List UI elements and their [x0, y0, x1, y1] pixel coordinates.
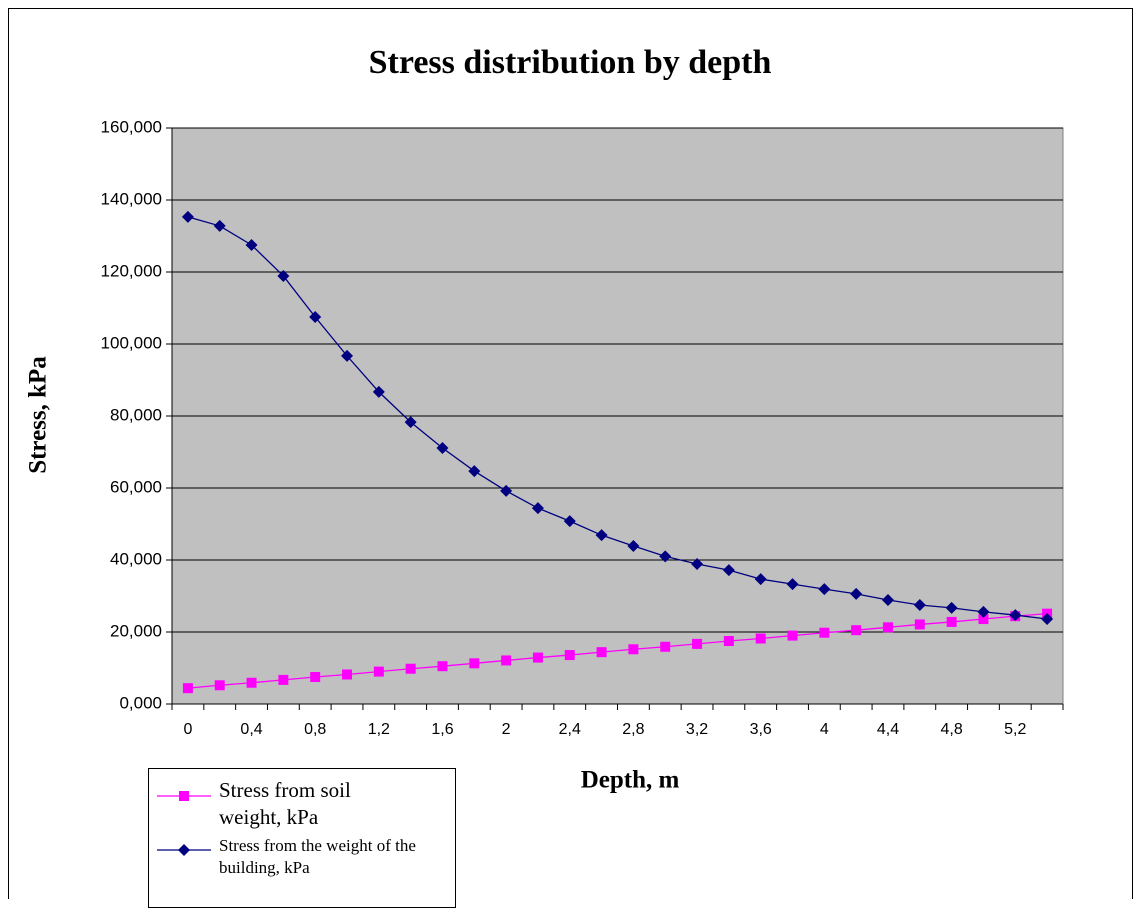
marker	[914, 619, 925, 630]
marker	[627, 539, 640, 552]
x-tick-label: 2	[502, 721, 511, 738]
x-tick-label: 0	[183, 721, 192, 738]
marker	[723, 636, 734, 646]
marker	[178, 844, 190, 856]
marker	[818, 583, 831, 596]
marker	[213, 219, 226, 232]
legend-swatch	[157, 791, 211, 801]
marker	[1041, 613, 1054, 626]
marker	[437, 661, 448, 672]
marker	[500, 484, 513, 497]
marker	[660, 641, 671, 652]
marker	[179, 791, 189, 801]
series-line	[187, 216, 1048, 620]
y-axis-label: Stress, kPa	[25, 356, 52, 474]
y-tick-label: 80,000	[110, 405, 162, 424]
x-tick-label: 1,6	[431, 721, 453, 738]
marker	[913, 599, 926, 611]
marker	[214, 680, 225, 691]
marker	[531, 502, 544, 515]
chart-title: Stress distribution by depth	[369, 44, 772, 81]
legend-item: Stress from soil weight, kPa	[149, 777, 449, 837]
y-tick-label: 60,000	[110, 477, 162, 496]
marker	[405, 663, 416, 674]
marker	[945, 601, 958, 614]
marker	[310, 672, 321, 682]
legend-label: Stress from the weight of the building, …	[219, 836, 416, 878]
x-tick-label: 0,4	[240, 721, 262, 738]
marker	[659, 550, 672, 563]
legend-swatch	[157, 844, 211, 856]
marker	[277, 269, 290, 282]
x-tick-label: 5,2	[1004, 721, 1026, 738]
marker	[246, 677, 257, 688]
marker	[532, 652, 543, 663]
marker	[278, 674, 289, 685]
x-tick-label: 2,8	[622, 721, 644, 738]
marker	[372, 385, 385, 398]
marker	[882, 622, 893, 633]
marker	[342, 669, 353, 680]
y-tick-label: 160,000	[101, 117, 162, 136]
marker	[436, 442, 449, 455]
marker	[564, 650, 575, 661]
x-tick-label: 1,2	[368, 721, 390, 738]
marker	[851, 625, 862, 636]
x-tick-label: 2,4	[559, 721, 581, 738]
y-tick-label: 120,000	[101, 261, 162, 280]
marker	[786, 578, 799, 591]
x-tick-label: 4,8	[941, 721, 963, 738]
marker	[404, 416, 417, 429]
marker	[691, 557, 704, 570]
x-tick-label: 4,4	[877, 721, 899, 738]
marker	[245, 239, 258, 251]
marker	[182, 683, 193, 694]
marker	[819, 627, 830, 638]
marker	[595, 529, 608, 542]
marker	[468, 465, 481, 478]
legend: Stress from soil weight, kPa Stress from …	[148, 768, 456, 908]
y-tick-label: 20,000	[110, 621, 162, 640]
marker	[628, 644, 639, 655]
x-tick-label: 3,6	[750, 721, 772, 738]
x-tick-label: 3,2	[686, 721, 708, 738]
marker	[596, 647, 607, 658]
marker	[563, 515, 576, 528]
x-axis-label: Depth, m	[581, 767, 680, 794]
marker	[787, 630, 798, 641]
marker	[754, 573, 767, 586]
marker	[309, 311, 322, 323]
y-tick-label: 140,000	[101, 189, 162, 208]
legend-label: Stress from soil weight, kPa	[219, 778, 351, 830]
series-line	[187, 612, 1048, 689]
marker	[469, 658, 480, 669]
marker	[850, 587, 863, 600]
marker	[501, 655, 512, 666]
marker	[1009, 609, 1022, 622]
marker	[755, 633, 766, 644]
marker	[881, 593, 894, 606]
x-tick-label: 4	[820, 721, 829, 738]
legend-item: Stress from the weight of the building, …	[149, 835, 449, 895]
y-tick-label: 40,000	[110, 549, 162, 568]
y-tick-label: 100,000	[101, 333, 162, 352]
y-tick-label: 0,000	[119, 693, 162, 712]
marker	[341, 349, 354, 362]
marker	[181, 210, 194, 223]
marker	[692, 638, 703, 649]
marker	[946, 616, 957, 627]
x-tick-label: 0,8	[304, 721, 326, 738]
marker	[978, 614, 989, 625]
marker	[373, 666, 384, 677]
marker	[722, 564, 735, 577]
marker	[977, 605, 990, 618]
